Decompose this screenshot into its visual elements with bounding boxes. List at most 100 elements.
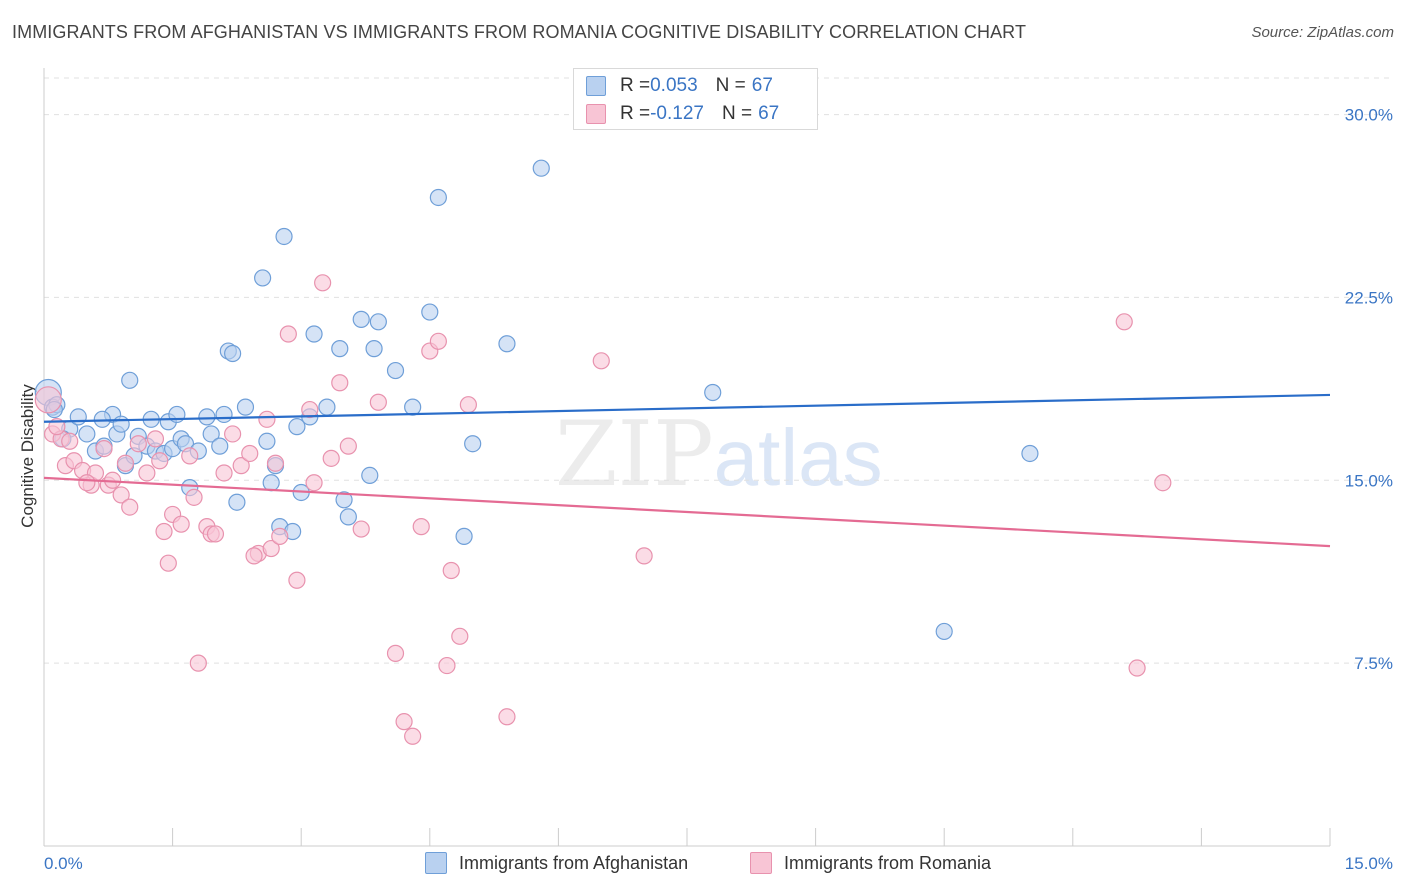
- data-point-romania: [146, 430, 165, 448]
- data-point-romania: [116, 454, 135, 472]
- data-point-afghanistan: [386, 361, 405, 380]
- data-point-romania: [339, 437, 357, 455]
- data-point-afghanistan: [228, 493, 246, 511]
- trend-line-afghanistan: [43, 393, 1331, 423]
- legend-item-romania: Immigrants from Romania: [750, 852, 991, 874]
- data-point-romania: [498, 708, 516, 726]
- data-point-romania: [224, 425, 242, 443]
- legend-r-value: -0.127: [650, 103, 704, 124]
- data-point-afghanistan: [339, 508, 357, 526]
- data-point-afghanistan: [318, 398, 336, 416]
- data-point-afghanistan: [455, 527, 473, 545]
- legend-swatch-romania: [750, 852, 772, 874]
- data-point-afghanistan: [498, 335, 516, 353]
- data-point-romania: [241, 444, 259, 463]
- legend-label-romania: Immigrants from Romania: [784, 852, 992, 873]
- data-point-afghanistan: [93, 410, 111, 428]
- data-point-romania: [271, 527, 289, 545]
- trend-line-romania: [43, 476, 1331, 548]
- legend-swatch-afghanistan: [586, 76, 606, 96]
- data-point-afghanistan: [704, 383, 722, 402]
- data-point-romania: [189, 654, 207, 672]
- legend-row-afghanistan: R = 0.053 N = 67: [586, 72, 773, 100]
- data-point-romania: [138, 464, 156, 482]
- data-point-romania: [206, 525, 225, 543]
- data-point-romania: [305, 474, 323, 492]
- data-point-afghanistan: [935, 622, 953, 641]
- data-point-romania: [635, 547, 653, 565]
- correlation-legend: R = 0.053 N = 67 R = -0.127 N = 67: [573, 68, 818, 130]
- data-point-romania: [262, 539, 280, 558]
- data-point-romania: [172, 515, 190, 533]
- data-point-romania: [429, 332, 447, 350]
- data-point-afghanistan: [236, 398, 255, 416]
- watermark-atlas: atlas: [713, 413, 883, 502]
- legend-n-value: 67: [758, 103, 780, 124]
- data-point-romania: [314, 274, 332, 292]
- data-point-romania: [331, 374, 349, 392]
- data-point-afghanistan: [464, 435, 482, 453]
- data-point-romania: [95, 439, 113, 458]
- legend-label-afghanistan: Immigrants from Afghanistan: [459, 852, 689, 873]
- source-credit: Source: ZipAtlas.com: [1251, 24, 1394, 41]
- data-point-afghanistan: [211, 437, 229, 455]
- legend-r-value: 0.053: [650, 75, 698, 96]
- data-point-romania: [215, 464, 233, 482]
- label-layer: 7.5% 15.0% 22.5% 30.0% 0.0% 15.0%: [44, 106, 1393, 873]
- data-point-afghanistan: [202, 425, 220, 443]
- data-point-romania: [279, 325, 297, 343]
- data-point-romania: [245, 547, 263, 565]
- y-tick-label: 30.0%: [1345, 106, 1393, 125]
- data-point-afghanistan: [198, 408, 216, 426]
- x-tick-label-right: 15.0%: [1345, 854, 1393, 873]
- data-point-romania: [1154, 474, 1172, 492]
- y-tick-label: 15.0%: [1345, 471, 1393, 490]
- data-point-afghanistan: [305, 325, 323, 343]
- data-point-romania: [155, 522, 173, 541]
- data-point-romania: [61, 432, 79, 450]
- data-point-afghanistan: [262, 474, 280, 492]
- data-point-romania: [412, 518, 430, 536]
- data-point-afghanistan: [429, 188, 447, 207]
- data-point-romania: [121, 498, 139, 516]
- data-point-afghanistan: [361, 466, 379, 485]
- data-point-afghanistan: [121, 371, 139, 389]
- series-legend: Immigrants from Afghanistan Immigrants f…: [0, 852, 1406, 878]
- data-point-afghanistan: [224, 344, 242, 363]
- data-point-afghanistan: [258, 432, 276, 450]
- axis-layer: [43, 68, 1331, 847]
- data-point-romania: [386, 644, 405, 662]
- data-point-romania: [352, 520, 370, 538]
- data-point-afghanistan: [112, 415, 130, 433]
- data-point-romania: [301, 400, 319, 419]
- data-point-romania: [232, 457, 250, 475]
- grid-layer: [44, 77, 1392, 664]
- data-point-romania: [185, 488, 203, 506]
- data-point-romania: [266, 454, 285, 472]
- data-point-romania: [181, 447, 199, 465]
- data-point-afghanistan: [365, 340, 383, 358]
- data-point-afghanistan: [352, 310, 370, 328]
- data-point-afghanistan: [254, 269, 272, 287]
- data-point-afghanistan: [215, 405, 233, 424]
- legend-row-romania: R = -0.127 N = 67: [586, 100, 779, 128]
- x-tick-label-left: 0.0%: [44, 854, 83, 873]
- points-layer: [34, 159, 1172, 745]
- legend-n-value: 67: [751, 75, 773, 96]
- y-tick-label: 7.5%: [1354, 654, 1393, 673]
- legend-n-label: N =: [721, 103, 753, 124]
- data-point-romania: [442, 561, 460, 580]
- data-point-romania: [404, 727, 422, 745]
- data-point-romania: [438, 656, 456, 675]
- legend-r-label: R =: [620, 103, 651, 124]
- legend-n-label: N =: [715, 75, 746, 96]
- data-point-afghanistan: [78, 425, 96, 443]
- data-point-romania: [151, 452, 169, 470]
- legend-item-afghanistan: Immigrants from Afghanistan: [425, 852, 688, 874]
- data-point-romania: [288, 571, 306, 589]
- data-point-romania: [112, 486, 130, 504]
- data-point-afghanistan: [421, 303, 439, 321]
- legend-swatch-romania: [586, 104, 606, 124]
- data-point-afghanistan: [331, 340, 349, 358]
- data-point-romania: [322, 449, 340, 467]
